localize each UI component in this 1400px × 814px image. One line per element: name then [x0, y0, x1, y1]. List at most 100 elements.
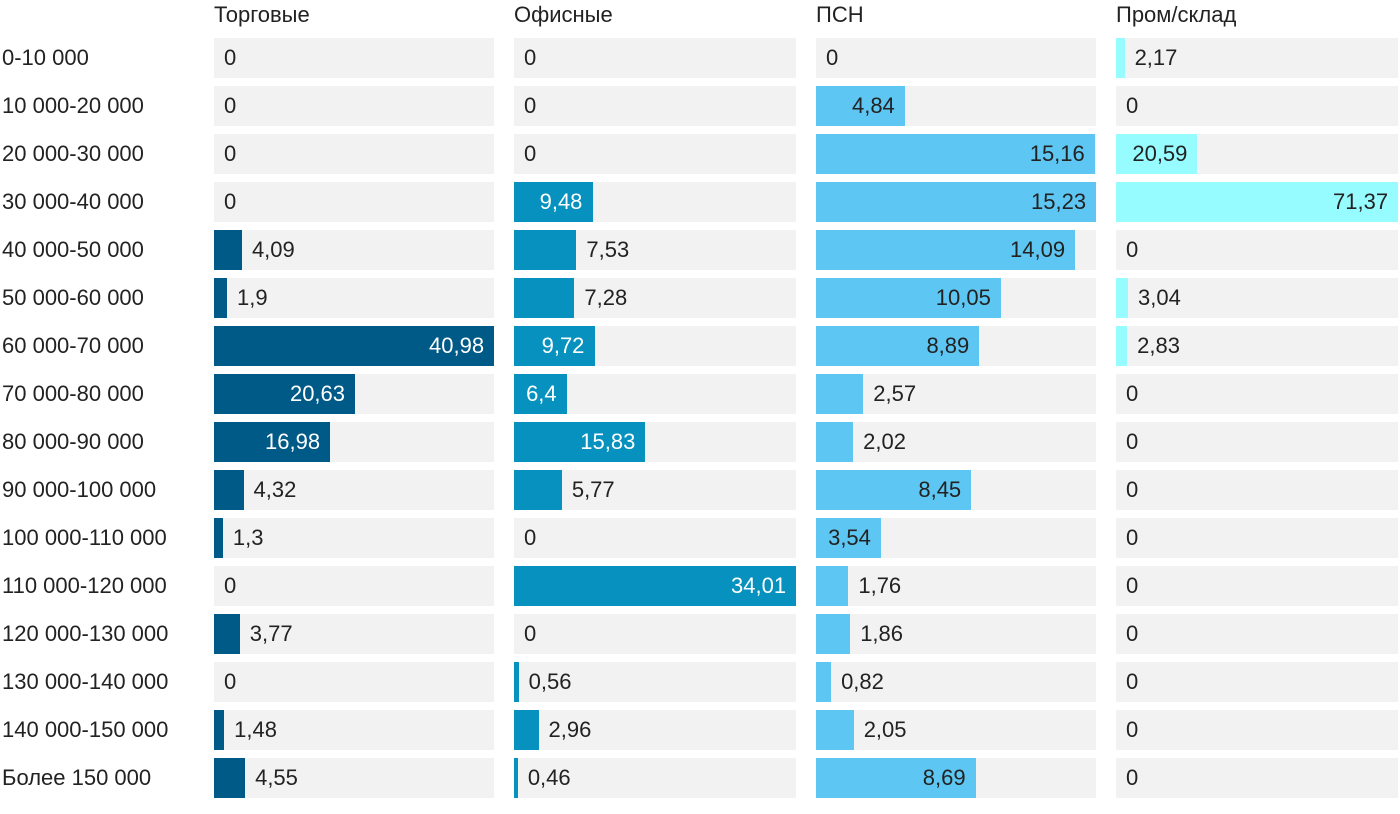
row-label: 90 000-100 000: [2, 477, 157, 502]
data-label: 9,72: [541, 333, 585, 358]
row-label: 30 000-40 000: [2, 189, 144, 214]
data-label: 16,98: [265, 429, 321, 454]
bar: [214, 614, 240, 654]
data-label: 8,69: [922, 765, 966, 790]
cell-background: [214, 662, 494, 702]
bar: [1116, 326, 1128, 366]
data-label: 2,05: [863, 717, 907, 742]
bar: [214, 422, 331, 462]
data-label: 8,89: [926, 333, 970, 358]
data-label: 0: [1126, 765, 1139, 790]
cell-background: [1116, 758, 1398, 798]
bar: [816, 758, 976, 798]
row-label: 130 000-140 000: [2, 669, 169, 694]
data-label: 0: [524, 45, 537, 70]
cell-background: [514, 38, 796, 78]
column-title: Пром/склад: [1116, 2, 1237, 27]
bar: [1116, 134, 1198, 174]
row-label: 120 000-130 000: [2, 621, 169, 646]
row-label: 140 000-150 000: [2, 717, 169, 742]
data-label: 71,37: [1333, 189, 1389, 214]
bar: [816, 278, 1001, 318]
data-label: 2,02: [863, 429, 906, 454]
bar: [514, 710, 539, 750]
data-label: 40,98: [429, 333, 485, 358]
data-label: 0: [1126, 93, 1139, 118]
data-label: 0: [224, 93, 237, 118]
data-label: 4,55: [255, 765, 298, 790]
bar: [514, 422, 646, 462]
data-label: 0: [224, 573, 237, 598]
data-label: 0: [524, 141, 537, 166]
data-label: 0: [524, 93, 537, 118]
cell-background: [514, 710, 796, 750]
cell-background: [514, 614, 796, 654]
data-label: 1,9: [236, 285, 268, 310]
cell-background: [1116, 662, 1398, 702]
data-label: 0: [1126, 525, 1139, 550]
cell-background: [1116, 86, 1398, 126]
row-label: 80 000-90 000: [2, 429, 144, 454]
data-label: 1,76: [858, 573, 902, 598]
bar: [1116, 278, 1128, 318]
cell-background: [1116, 710, 1398, 750]
bar: [514, 278, 575, 318]
data-label: 1,86: [860, 621, 904, 646]
bar: [214, 230, 242, 270]
cell-background: [1116, 614, 1398, 654]
data-label: 20,59: [1132, 141, 1188, 166]
data-label: 4,84: [851, 93, 895, 118]
bar: [214, 518, 223, 558]
data-label: 0: [1126, 429, 1139, 454]
bar: [214, 326, 494, 366]
cell-background: [816, 614, 1096, 654]
cell-background: [514, 758, 796, 798]
column-title: Офисные: [514, 2, 613, 27]
row-label: Более 150 000: [2, 765, 152, 790]
cell-background: [214, 758, 494, 798]
cell-background: [214, 710, 494, 750]
cell-background: [1116, 326, 1398, 366]
cell-background: [816, 710, 1096, 750]
data-label: 0: [1126, 621, 1139, 646]
data-label: 2,96: [548, 717, 592, 742]
cell-background: [214, 38, 494, 78]
cell-background: [514, 518, 796, 558]
bar: [514, 662, 519, 702]
data-label: 5,77: [571, 477, 615, 502]
bar: [1116, 38, 1125, 78]
row-label: 110 000-120 000: [2, 573, 167, 598]
bar: [816, 614, 851, 654]
cell-background: [214, 278, 494, 318]
data-label: 15,23: [1031, 189, 1087, 214]
data-label: 0: [1126, 477, 1139, 502]
bar: [816, 134, 1095, 174]
data-label: 14,09: [1010, 237, 1066, 262]
cell-background: [514, 86, 796, 126]
row-label: 100 000-110 000: [2, 525, 167, 550]
bar: [816, 662, 832, 702]
data-label: 0: [224, 669, 237, 694]
cell-background: [214, 182, 494, 222]
row-label: 10 000-20 000: [2, 93, 144, 118]
bar: [514, 758, 518, 798]
bar: [816, 566, 849, 606]
data-label: 4,09: [251, 237, 295, 262]
cell-background: [816, 566, 1096, 606]
cell-background: [816, 662, 1096, 702]
row-label: 70 000-80 000: [2, 381, 144, 406]
data-label: 9,48: [539, 189, 583, 214]
row-label: 50 000-60 000: [2, 285, 144, 310]
bar: [816, 374, 864, 414]
data-label: 0: [224, 45, 237, 70]
data-label: 0,46: [527, 765, 571, 790]
data-label: 0,56: [528, 669, 572, 694]
bar: [816, 182, 1096, 222]
cell-background: [816, 38, 1096, 78]
data-label: 0: [1126, 669, 1139, 694]
bar: [514, 182, 593, 222]
bar: [514, 326, 595, 366]
data-label: 6,4: [526, 381, 557, 406]
data-label: 8,45: [918, 477, 962, 502]
